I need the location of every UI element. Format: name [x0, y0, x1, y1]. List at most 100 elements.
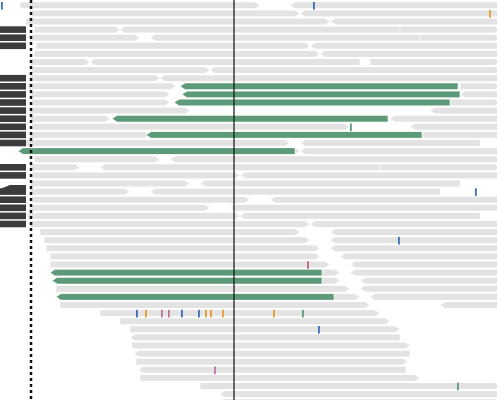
- highlighted-read[interactable]: [111, 115, 389, 123]
- read[interactable]: [339, 252, 497, 261]
- read[interactable]: [149, 34, 421, 42]
- read[interactable]: [31, 196, 251, 204]
- read[interactable]: [129, 333, 401, 342]
- read[interactable]: [59, 301, 371, 309]
- read[interactable]: [299, 9, 497, 18]
- read[interactable]: [29, 74, 161, 82]
- read[interactable]: [133, 349, 411, 358]
- read[interactable]: [409, 123, 497, 131]
- read[interactable]: [199, 179, 461, 188]
- read[interactable]: [99, 163, 381, 171]
- read[interactable]: [19, 139, 291, 147]
- read[interactable]: [135, 358, 409, 366]
- mismatch-tick: [145, 309, 147, 318]
- read[interactable]: [29, 90, 171, 98]
- read[interactable]: [369, 293, 497, 301]
- read[interactable]: [329, 244, 497, 252]
- read[interactable]: [309, 42, 497, 50]
- read[interactable]: [419, 131, 497, 139]
- clipped-read: [0, 42, 26, 50]
- read[interactable]: [137, 366, 407, 374]
- read[interactable]: [29, 188, 131, 196]
- read[interactable]: [329, 236, 497, 244]
- read[interactable]: [309, 220, 497, 228]
- read[interactable]: [169, 155, 497, 163]
- read[interactable]: [419, 34, 497, 42]
- read[interactable]: [49, 252, 321, 261]
- read[interactable]: [89, 58, 361, 66]
- read[interactable]: [299, 139, 481, 147]
- read[interactable]: [359, 285, 497, 293]
- read[interactable]: [139, 374, 421, 382]
- read[interactable]: [199, 382, 497, 390]
- read[interactable]: [289, 1, 497, 9]
- read[interactable]: [229, 204, 497, 212]
- read[interactable]: [349, 260, 497, 269]
- read[interactable]: [359, 277, 497, 285]
- read[interactable]: [131, 341, 411, 350]
- read[interactable]: [31, 171, 241, 179]
- read[interactable]: [29, 9, 301, 18]
- read[interactable]: [119, 25, 401, 34]
- highlighted-read[interactable]: [181, 90, 461, 98]
- read[interactable]: [31, 123, 351, 131]
- read[interactable]: [399, 25, 497, 34]
- read[interactable]: [379, 163, 497, 171]
- read[interactable]: [429, 107, 497, 115]
- read[interactable]: [29, 107, 191, 115]
- read[interactable]: [25, 17, 331, 26]
- read[interactable]: [19, 1, 261, 9]
- read[interactable]: [29, 131, 151, 139]
- read[interactable]: [29, 179, 191, 188]
- read[interactable]: [31, 98, 171, 107]
- highlighted-read[interactable]: [51, 277, 323, 285]
- read[interactable]: [29, 163, 81, 171]
- read[interactable]: [27, 212, 241, 220]
- read[interactable]: [159, 74, 497, 82]
- read[interactable]: [49, 260, 331, 269]
- read[interactable]: [45, 244, 321, 252]
- read[interactable]: [33, 25, 121, 34]
- read[interactable]: [209, 66, 497, 74]
- read[interactable]: [39, 228, 301, 236]
- highlighted-read[interactable]: [145, 131, 423, 139]
- read[interactable]: [239, 171, 497, 179]
- read[interactable]: [449, 98, 497, 107]
- read[interactable]: [459, 82, 497, 90]
- highlighted-read[interactable]: [49, 268, 323, 277]
- read[interactable]: [329, 228, 497, 236]
- highlighted-read[interactable]: [55, 293, 335, 301]
- read[interactable]: [369, 58, 497, 66]
- read[interactable]: [33, 50, 321, 58]
- read[interactable]: [43, 236, 311, 244]
- read[interactable]: [239, 212, 481, 220]
- highlighted-read[interactable]: [173, 98, 451, 107]
- read[interactable]: [319, 50, 497, 58]
- read[interactable]: [269, 196, 497, 204]
- read[interactable]: [389, 115, 497, 123]
- read[interactable]: [329, 17, 497, 26]
- read[interactable]: [459, 90, 497, 98]
- read[interactable]: [299, 147, 497, 155]
- read[interactable]: [99, 309, 381, 317]
- read[interactable]: [149, 188, 441, 196]
- read[interactable]: [55, 285, 351, 293]
- read[interactable]: [29, 58, 91, 66]
- read[interactable]: [349, 268, 497, 277]
- read[interactable]: [439, 301, 497, 309]
- highlighted-read[interactable]: [17, 147, 296, 155]
- read[interactable]: [27, 82, 177, 90]
- read[interactable]: [129, 325, 401, 333]
- read[interactable]: [119, 317, 391, 325]
- read[interactable]: [29, 220, 311, 228]
- read[interactable]: [29, 34, 141, 42]
- read[interactable]: [35, 42, 311, 50]
- read[interactable]: [31, 66, 211, 74]
- read[interactable]: [219, 390, 497, 398]
- read[interactable]: [33, 155, 161, 163]
- read[interactable]: [29, 204, 211, 212]
- read[interactable]: [29, 115, 111, 123]
- highlighted-read[interactable]: [179, 82, 459, 90]
